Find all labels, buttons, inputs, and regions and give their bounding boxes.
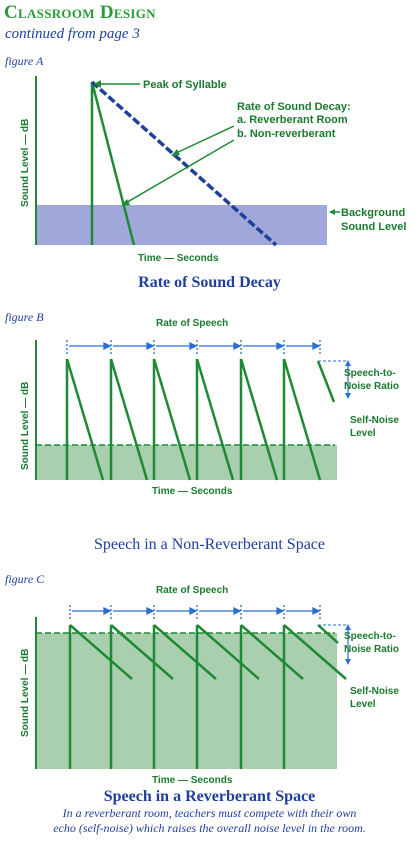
rate-arrowhead (276, 606, 285, 616)
syllable-decay (240, 624, 304, 680)
decay-label-b: b. Non-reverberant (237, 128, 336, 140)
non-reverberant-decay-line (90, 81, 136, 246)
speech-syllables (68, 624, 347, 769)
page-title: Classroom Design (4, 2, 156, 23)
self-noise-label-2: Level (350, 699, 376, 710)
footnote-line-1: In a reverberant room, teachers must com… (62, 806, 357, 820)
rate-of-speech-arrows (66, 340, 321, 354)
syllable-decay (109, 358, 149, 481)
figure-b-diagram: Rate of Speech Speech-to- Noise Ratio Se… (20, 318, 399, 497)
self-noise-label-1: Self-Noise (350, 415, 399, 426)
y-axis-label: Sound Level — dB (20, 382, 31, 470)
syllable-decay (65, 358, 105, 481)
figure-a-caption: Rate of Sound Decay (138, 274, 281, 291)
page-subtitle: continued from page 3 (5, 26, 140, 42)
rate-arrowhead (312, 341, 321, 351)
figure-a-label: figure A (5, 54, 44, 68)
syllable-decay (239, 358, 279, 481)
rate-arrowhead (103, 341, 112, 351)
figure-b-label: figure B (5, 310, 44, 324)
rate-arrowhead (103, 606, 112, 616)
leader-b (123, 139, 235, 205)
rate-arrowhead (312, 606, 321, 616)
rate-arrowhead (233, 341, 242, 351)
syllable-decay (153, 624, 217, 680)
syllable-decay (282, 358, 322, 481)
figure-c-caption: Speech in a Reverberant Space (103, 788, 316, 805)
snr-label-2: Noise Ratio (344, 381, 399, 392)
syllable-decay (152, 358, 192, 481)
self-noise-label-2: Level (350, 428, 376, 439)
syllable-decay (283, 624, 347, 680)
footnote: In a reverberant room, teachers must com… (0, 806, 419, 836)
footnote-line-2: echo (self-noise) which raises the overa… (53, 821, 366, 835)
x-axis-label: Time — Seconds (152, 775, 233, 786)
self-noise-fill (36, 445, 337, 480)
snr-label-1: Speech-to- (344, 368, 396, 379)
rate-of-speech-label: Rate of Speech (156, 585, 228, 596)
x-axis-label: Time — Seconds (152, 486, 233, 497)
rate-arrowhead (189, 606, 198, 616)
background-noise-band (36, 205, 327, 245)
syllable-decay (195, 358, 235, 481)
syllable-decay (317, 624, 339, 644)
background-label-2: Sound Level (341, 221, 406, 233)
y-axis-label: Sound Level — dB (20, 119, 31, 207)
decay-label-a: a. Reverberant Room (237, 114, 348, 126)
leader-a (173, 125, 235, 155)
x-axis-label: Time — Seconds (138, 253, 219, 264)
rate-arrowhead (233, 606, 242, 616)
rate-of-speech-arrows (69, 605, 321, 621)
peak-label: Peak of Syllable (143, 79, 227, 91)
snr-label-1: Speech-to- (344, 631, 396, 642)
syllable-decay (69, 624, 133, 680)
figure-b-caption: Speech in a Non-Reverberant Space (93, 536, 325, 553)
self-noise-fill (36, 633, 337, 769)
syllable-decay (110, 624, 174, 680)
reverberant-decay-line (90, 80, 278, 247)
rate-arrowhead (146, 341, 155, 351)
figure-c-diagram: Rate of Speech Speech-to- Noise Ratio Se… (20, 585, 399, 786)
figure-a-diagram: Peak of Syllable Rate of Sound Decay: a.… (20, 76, 406, 264)
figure-c-label: figure C (5, 572, 45, 586)
rate-of-speech-label: Rate of Speech (156, 318, 228, 329)
decay-title: Rate of Sound Decay: (237, 101, 351, 113)
rate-arrowhead (146, 606, 155, 616)
speech-syllables (65, 358, 336, 481)
rate-arrowhead (189, 341, 198, 351)
self-noise-label-1: Self-Noise (350, 686, 399, 697)
rate-arrowhead (276, 341, 285, 351)
syllable-decay (196, 624, 260, 680)
y-axis-label: Sound Level — dB (20, 649, 31, 737)
background-label-1: Background (341, 207, 405, 219)
snr-label-2: Noise Ratio (344, 644, 399, 655)
syllable-decay (316, 360, 336, 403)
